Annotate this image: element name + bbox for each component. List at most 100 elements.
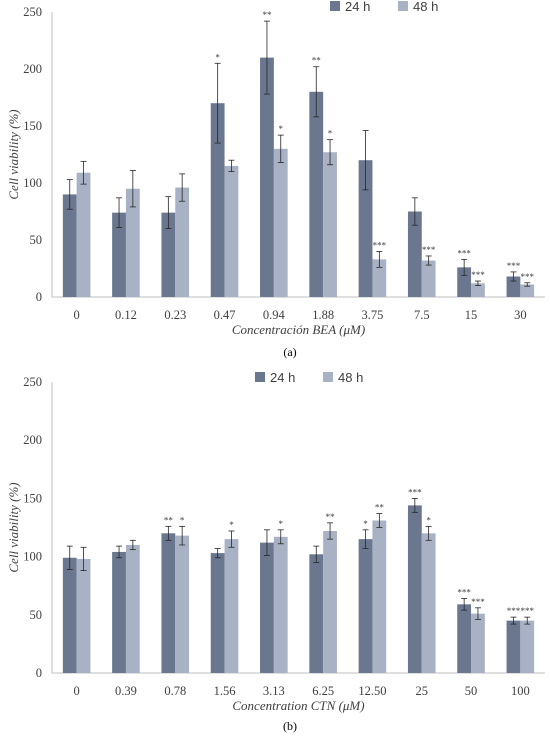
- significance-label: **: [375, 503, 385, 513]
- legend-swatch-24h: [255, 372, 265, 382]
- x-tick-label: 0.78: [164, 684, 186, 698]
- x-tick-label: 0: [74, 684, 80, 698]
- bar-48h: [372, 259, 387, 297]
- legend-swatch-48h: [398, 1, 408, 11]
- x-tick-label: 1.88: [312, 308, 334, 322]
- significance-label: ***: [471, 270, 485, 280]
- bar-48h: [471, 283, 485, 297]
- bar-24h: [161, 533, 176, 673]
- bar-48h: [76, 172, 91, 297]
- bar-24h: [260, 57, 274, 297]
- x-axis-title: Concentración BEA (μM): [232, 322, 365, 337]
- significance-label: ***: [507, 606, 521, 616]
- bar-24h: [112, 212, 126, 297]
- bar-24h: [457, 267, 472, 297]
- x-tick-label: 0.47: [214, 308, 236, 322]
- significance-label: ***: [373, 240, 387, 250]
- significance-label: ***: [408, 487, 422, 497]
- x-tick-label: 6.25: [312, 684, 334, 698]
- x-axis-title: Concentration CTN (μM): [232, 698, 364, 713]
- y-tick-label: 150: [23, 491, 42, 505]
- x-tick-label: 12.50: [358, 684, 386, 698]
- bar-24h: [309, 554, 324, 673]
- bar-24h: [358, 539, 373, 673]
- bar-48h: [175, 187, 190, 297]
- bar-24h: [161, 212, 176, 297]
- legend-label-48h: 48 h: [338, 370, 363, 385]
- legend-swatch-24h: [330, 1, 340, 11]
- legend-swatch-48h: [323, 372, 333, 382]
- significance-label: *: [279, 519, 284, 529]
- panel-label: (b): [283, 719, 297, 733]
- bar-48h: [520, 284, 535, 297]
- x-tick-label: 25: [416, 684, 429, 698]
- bar-24h: [62, 194, 77, 297]
- x-tick-label: 1.56: [214, 684, 236, 698]
- bar-24h: [260, 542, 274, 673]
- panel-label: (a): [283, 345, 296, 359]
- bar-48h: [273, 536, 288, 673]
- bar-24h: [112, 551, 126, 673]
- bar-24h: [407, 211, 422, 297]
- y-tick-label: 50: [30, 608, 43, 622]
- bar-48h: [372, 520, 387, 673]
- legend-label-24h: 24 h: [345, 0, 370, 14]
- significance-label: *: [279, 124, 284, 134]
- x-tick-label: 0.12: [115, 308, 137, 322]
- y-tick-label: 250: [23, 375, 42, 389]
- significance-label: **: [326, 512, 336, 522]
- y-tick-label: 250: [23, 5, 42, 19]
- bar-24h: [358, 160, 373, 297]
- y-tick-label: 100: [23, 550, 42, 564]
- bar-24h: [210, 103, 225, 297]
- bar-48h: [323, 530, 337, 673]
- y-tick-label: 200: [23, 62, 42, 76]
- x-tick-label: 3.75: [362, 308, 384, 322]
- legend-label-24h: 24 h: [270, 370, 295, 385]
- significance-label: ***: [507, 261, 521, 271]
- y-axis-title: Cell viability (%): [6, 109, 21, 199]
- bar-48h: [323, 152, 337, 297]
- bar-24h: [309, 91, 324, 297]
- x-tick-label: 30: [514, 308, 527, 322]
- bar-24h: [62, 557, 77, 673]
- x-tick-label: 0.94: [263, 308, 286, 322]
- x-tick-label: 0: [74, 308, 80, 322]
- y-tick-label: 0: [36, 290, 42, 304]
- bar-48h: [520, 620, 535, 673]
- y-tick-label: 100: [23, 176, 42, 190]
- significance-label: *: [180, 515, 185, 525]
- x-tick-label: 7.5: [414, 308, 430, 322]
- significance-label: ***: [521, 606, 535, 616]
- bar-48h: [224, 165, 239, 297]
- x-tick-label: 0.39: [115, 684, 137, 698]
- bar-48h: [76, 558, 91, 673]
- bar-48h: [125, 544, 140, 673]
- y-axis-title: Cell viability (%): [6, 482, 21, 572]
- x-tick-label: 15: [465, 308, 478, 322]
- significance-label: *: [363, 519, 368, 529]
- bar-24h: [457, 604, 472, 673]
- x-tick-label: 0.23: [164, 308, 186, 322]
- significance-label: ***: [471, 597, 485, 607]
- significance-label: ***: [422, 245, 436, 255]
- legend-label-48h: 48 h: [413, 0, 438, 14]
- x-tick-label: 3.13: [263, 684, 285, 698]
- bar-24h: [506, 276, 521, 297]
- significance-label: *: [215, 52, 220, 62]
- y-tick-label: 50: [30, 233, 43, 247]
- bar-48h: [421, 533, 436, 673]
- significance-label: **: [312, 56, 322, 66]
- significance-label: **: [164, 515, 174, 525]
- bar-48h: [273, 148, 288, 297]
- bar-48h: [471, 613, 485, 673]
- significance-label: *: [328, 129, 333, 139]
- x-tick-label: 50: [465, 684, 478, 698]
- significance-label: *: [229, 520, 234, 530]
- significance-label: **: [262, 10, 272, 20]
- significance-label: ***: [457, 588, 471, 598]
- significance-label: ***: [457, 248, 471, 258]
- x-tick-label: 100: [511, 684, 530, 698]
